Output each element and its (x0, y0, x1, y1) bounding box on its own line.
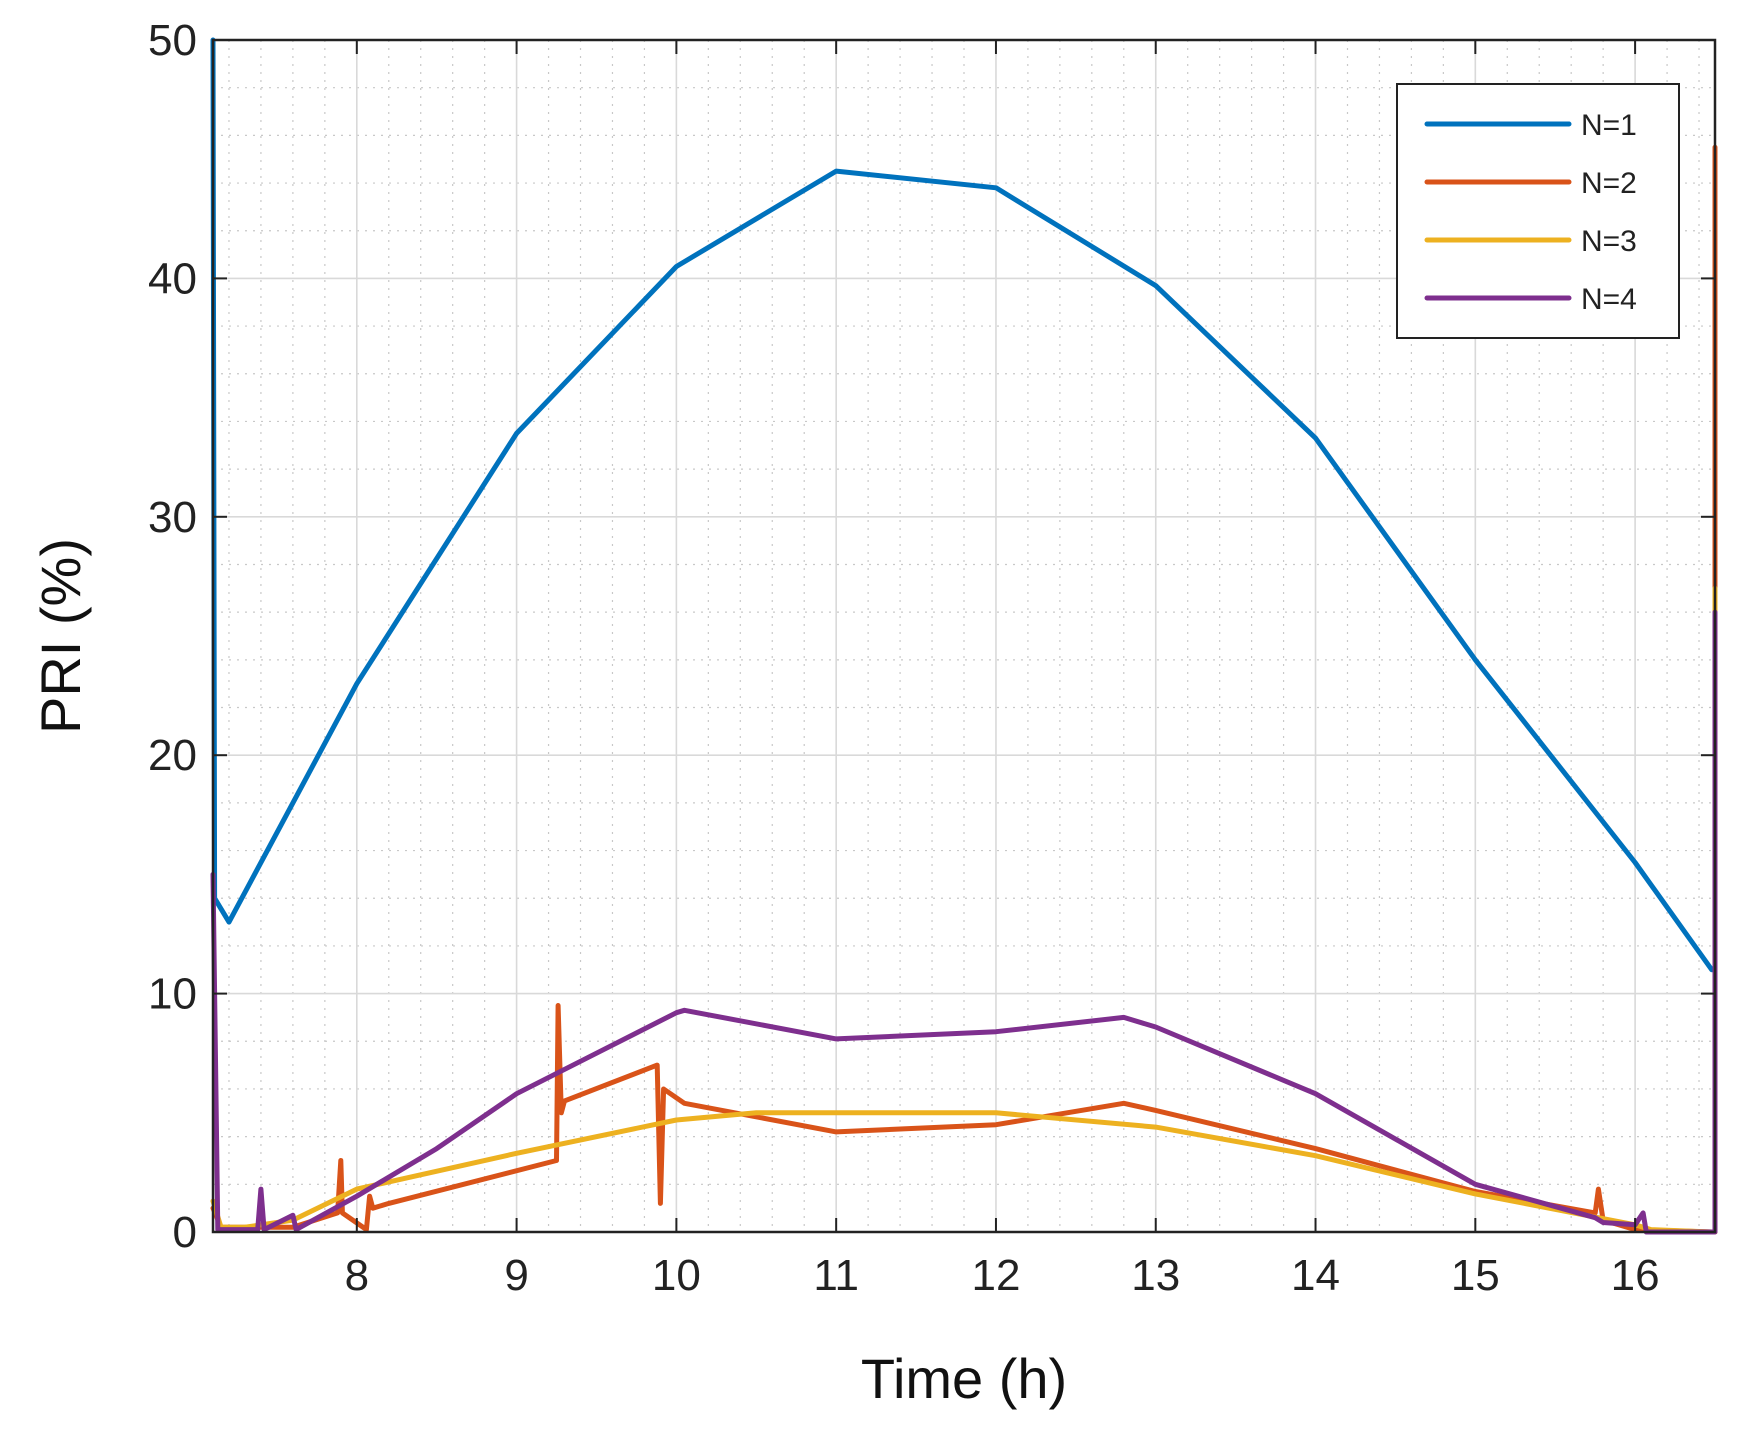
x-tick-label: 9 (504, 1251, 528, 1300)
x-tick-labels: 8 9 10 11 12 13 14 15 16 (345, 1251, 1660, 1300)
minor-grid (213, 40, 1715, 1232)
series-line-n2 (210, 144, 1718, 1235)
y-tick-label: 30 (148, 493, 197, 542)
x-axis-label: Time (h) (861, 1347, 1067, 1410)
legend-label: N=2 (1581, 167, 1637, 200)
y-tick-label: 40 (148, 254, 197, 303)
series-line-n1 (210, 37, 1718, 973)
y-tick-label: 50 (148, 16, 197, 65)
x-tick-label: 11 (813, 1251, 859, 1300)
x-tick-label: 12 (971, 1251, 1020, 1300)
legend: N=1 N=2 N=3 N=4 (1396, 83, 1680, 339)
x-tick-label: 14 (1291, 1251, 1340, 1300)
y-tick-label: 0 (173, 1208, 197, 1257)
x-tick-label: 10 (652, 1251, 701, 1300)
x-tick-label: 8 (345, 1251, 369, 1300)
plot-frame (211, 38, 1717, 1234)
legend-label: N=3 (1581, 225, 1637, 258)
legend-label: N=4 (1581, 283, 1637, 316)
x-tick-label: 13 (1131, 1251, 1180, 1300)
y-tick-labels: 0 10 20 30 40 50 (148, 16, 197, 1257)
legend-label: N=1 (1581, 109, 1637, 142)
series-line-n4 (210, 609, 1718, 1235)
x-tick-label: 15 (1451, 1251, 1500, 1300)
x-tick-label: 16 (1611, 1251, 1660, 1300)
y-axis-label: PRI (%) (29, 538, 92, 734)
y-tick-label: 20 (148, 731, 197, 780)
series-lines (210, 37, 1718, 1235)
y-tick-label: 10 (148, 970, 197, 1019)
axis-ticks (213, 39, 1715, 1233)
